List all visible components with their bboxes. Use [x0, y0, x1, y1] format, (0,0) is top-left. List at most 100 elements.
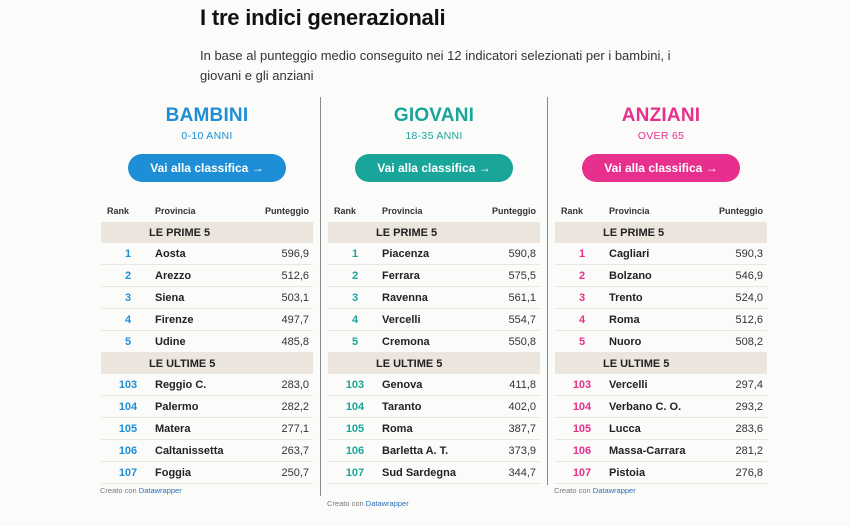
rank-cell: 4: [101, 308, 155, 331]
score-cell: 402,0: [477, 395, 540, 418]
province-cell: Barletta A. T.: [382, 439, 478, 462]
table-row: 104 Taranto 402,0: [328, 395, 540, 418]
table-row: 5 Cremona 550,8: [328, 330, 540, 353]
view-ranking-button[interactable]: Vai alla classifica →: [582, 154, 740, 182]
province-cell: Massa-Carrara: [609, 439, 707, 462]
group-label: LE ULTIME 5: [555, 352, 767, 374]
rank-cell: 107: [555, 461, 609, 484]
rank-cell: 106: [328, 439, 382, 462]
score-cell: 387,7: [477, 417, 540, 440]
panel-title: ANZIANI: [621, 105, 701, 126]
rank-header: Rank: [107, 206, 130, 216]
group-row-bottom: LE ULTIME 5: [555, 352, 767, 374]
province-cell: Piacenza: [382, 243, 478, 265]
rank-cell: 5: [555, 330, 609, 353]
province-cell: Taranto: [382, 395, 478, 418]
page-title: I tre indici generazionali: [200, 5, 446, 30]
province-cell: Genova: [382, 374, 478, 396]
score-cell: 485,8: [247, 330, 313, 353]
rank-cell: 103: [555, 374, 609, 396]
column-divider: [547, 97, 548, 485]
score-cell: 282,2: [247, 395, 313, 418]
rank-cell: 105: [328, 417, 382, 440]
score-header: Punteggio: [719, 206, 763, 216]
province-cell: Pistoia: [609, 461, 707, 484]
score-cell: 503,1: [247, 286, 313, 309]
province-cell: Sud Sardegna: [382, 461, 478, 484]
province-cell: Siena: [155, 286, 248, 309]
rank-cell: 3: [101, 286, 155, 309]
rank-cell: 105: [101, 417, 155, 440]
view-ranking-button[interactable]: Vai alla classifica →: [128, 154, 286, 182]
rank-cell: 104: [101, 395, 155, 418]
table-row: 2 Ferrara 575,5: [328, 264, 540, 287]
table-row: 106 Massa-Carrara 281,2: [555, 439, 767, 462]
province-cell: Caltanissetta: [155, 439, 248, 462]
rank-cell: 4: [555, 308, 609, 331]
table-row: 103 Vercelli 297,4: [555, 374, 767, 396]
table-row: 106 Barletta A. T. 373,9: [328, 439, 540, 462]
province-header: Provincia: [382, 206, 423, 216]
panel-subtitle: OVER 65: [637, 130, 685, 142]
score-cell: 250,7: [247, 461, 313, 484]
group-label: LE PRIME 5: [555, 222, 767, 243]
panel-anziani: ANZIANI OVER 65 Vai alla classifica → Ra…: [555, 104, 767, 484]
panel-header: GIOVANI 18-35 ANNI Vai alla classifica →: [328, 104, 540, 182]
province-cell: Udine: [155, 330, 248, 353]
group-row-top: LE PRIME 5: [101, 222, 313, 243]
table-row: 107 Foggia 250,7: [101, 461, 313, 484]
column-divider: [320, 97, 321, 496]
group-label: LE ULTIME 5: [328, 352, 540, 374]
datawrapper-link[interactable]: Datawrapper: [138, 486, 182, 495]
score-cell: 497,7: [247, 308, 313, 331]
rank-cell: 1: [555, 243, 609, 265]
group-row-bottom: LE ULTIME 5: [328, 352, 540, 374]
score-cell: 277,1: [247, 417, 313, 440]
table-header-row: Rank Provincia Punteggio: [328, 200, 540, 222]
rank-cell: 104: [555, 395, 609, 418]
table-row: 3 Trento 524,0: [555, 286, 767, 309]
panel-giovani: GIOVANI 18-35 ANNI Vai alla classifica →…: [328, 104, 540, 484]
table-row: 106 Caltanissetta 263,7: [101, 439, 313, 462]
score-cell: 283,0: [247, 374, 313, 396]
rank-cell: 5: [101, 330, 155, 353]
score-cell: 512,6: [247, 264, 313, 287]
table-row: 103 Genova 411,8: [328, 374, 540, 396]
table-row: 5 Nuoro 508,2: [555, 330, 767, 353]
province-cell: Nuoro: [609, 330, 707, 353]
rank-header: Rank: [334, 206, 357, 216]
score-cell: 373,9: [477, 439, 540, 462]
datawrapper-link[interactable]: Datawrapper: [365, 499, 409, 508]
score-header: Punteggio: [265, 206, 309, 216]
rank-cell: 107: [328, 461, 382, 484]
panel-header: BAMBINI 0-10 ANNI Vai alla classifica →: [101, 104, 313, 182]
group-row-top: LE PRIME 5: [328, 222, 540, 243]
province-cell: Trento: [609, 286, 707, 309]
table-row: 2 Arezzo 512,6: [101, 264, 313, 287]
group-label: LE ULTIME 5: [101, 352, 313, 374]
datawrapper-link[interactable]: Datawrapper: [592, 486, 636, 495]
province-header: Provincia: [609, 206, 650, 216]
province-cell: Verbano C. O.: [609, 395, 707, 418]
rank-cell: 5: [328, 330, 382, 353]
credit-prefix: Creato con: [100, 486, 137, 495]
province-cell: Ferrara: [382, 264, 478, 287]
rank-cell: 103: [328, 374, 382, 396]
table-row: 1 Piacenza 590,8: [328, 243, 540, 265]
rank-cell: 2: [555, 264, 609, 287]
table-row: 3 Ravenna 561,1: [328, 286, 540, 309]
table-header-row: Rank Provincia Punteggio: [101, 200, 313, 222]
rank-cell: 4: [328, 308, 382, 331]
province-cell: Vercelli: [382, 308, 478, 331]
rank-cell: 1: [328, 243, 382, 265]
rank-cell: 105: [555, 417, 609, 440]
score-cell: 508,2: [706, 330, 767, 353]
view-ranking-button[interactable]: Vai alla classifica →: [355, 154, 513, 182]
datawrapper-credit: Creato con Datawrapper: [327, 499, 409, 508]
rank-header: Rank: [561, 206, 584, 216]
score-cell: 263,7: [247, 439, 313, 462]
province-header: Provincia: [155, 206, 196, 216]
province-cell: Roma: [609, 308, 707, 331]
table-row: 1 Cagliari 590,3: [555, 243, 767, 265]
table-row: 2 Bolzano 546,9: [555, 264, 767, 287]
